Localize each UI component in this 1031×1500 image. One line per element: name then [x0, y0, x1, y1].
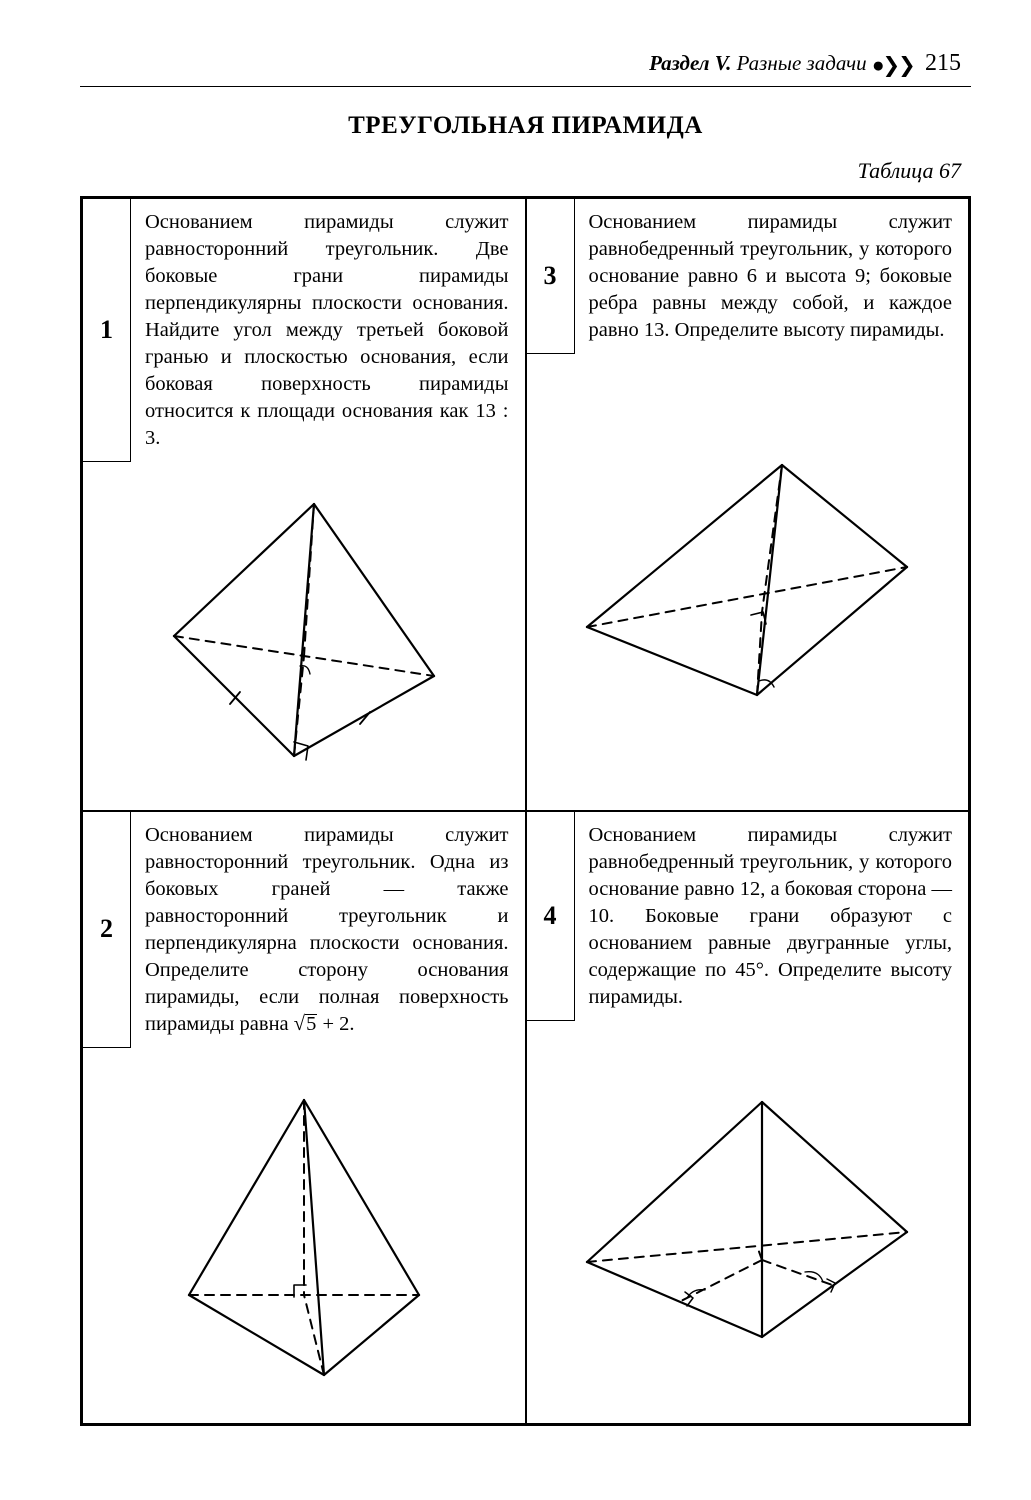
figure-2 — [83, 1048, 525, 1423]
page-title: ТРЕУГОЛЬНАЯ ПИРАМИДА — [80, 112, 971, 140]
problem-number: 1 — [83, 199, 131, 462]
header-rule — [80, 86, 971, 87]
problems-grid: 1 Основанием пирамиды служит равносторон… — [80, 196, 971, 1426]
problem-text: Основанием пирамиды служит равнобедренны… — [575, 812, 969, 1021]
sqrt-symbol: √ — [294, 1013, 305, 1035]
problem-text-part-b: + 2. — [317, 1013, 354, 1035]
pyramid-diagram-1-icon — [144, 486, 464, 776]
problem-text: Основанием пирамиды служит равносторонни… — [131, 199, 525, 462]
table-label: Таблица 67 — [80, 158, 971, 184]
sqrt-radicand: 5 — [305, 1014, 317, 1033]
problem-number: 3 — [527, 199, 575, 354]
section-label: Раздел V. — [649, 51, 731, 75]
problem-cell-3: 3 Основанием пирамиды служит равнобедрен… — [526, 198, 970, 811]
pyramid-diagram-4-icon — [567, 1082, 927, 1352]
page-header: Раздел V. Разные задачи ●❯❯ 215 — [80, 50, 971, 78]
figure-3 — [527, 354, 969, 810]
problem-text-part-a: Основанием пирамиды служит равносторонни… — [145, 824, 509, 1035]
section-name: Разные задачи — [737, 51, 867, 75]
pyramid-diagram-2-icon — [154, 1080, 454, 1380]
pyramid-diagram-3-icon — [567, 447, 927, 707]
problem-text: Основанием пирамиды служит равнобедренны… — [575, 199, 969, 354]
figure-4 — [527, 1021, 969, 1423]
problem-cell-2: 2 Основанием пирамиды служит равносторон… — [82, 811, 526, 1424]
problem-text: Основанием пирамиды служит равносторонни… — [131, 812, 525, 1048]
header-bullets-icon: ●❯❯ — [872, 53, 914, 78]
problem-number: 2 — [83, 812, 131, 1048]
problem-number: 4 — [527, 812, 575, 1021]
problem-cell-4: 4 Основанием пирамиды служит равнобедрен… — [526, 811, 970, 1424]
problem-cell-1: 1 Основанием пирамиды служит равносторон… — [82, 198, 526, 811]
page-number: 215 — [925, 50, 961, 76]
figure-1 — [83, 462, 525, 810]
